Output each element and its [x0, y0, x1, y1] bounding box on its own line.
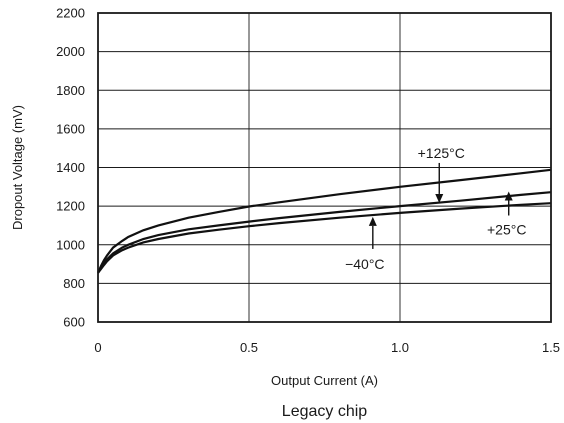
arrow-minus40c-head — [368, 216, 377, 226]
grid-layer — [98, 13, 551, 322]
label-25c: +25°C — [487, 222, 526, 238]
series-line — [97, 191, 552, 274]
curve-layer — [96, 168, 552, 274]
y-tick-label: 800 — [63, 276, 85, 291]
y-tick-label: 1000 — [56, 237, 85, 252]
series-line — [96, 168, 552, 274]
arrow-125c-head — [435, 193, 444, 203]
x-tick-label: 1.5 — [542, 340, 560, 355]
y-tick-label: 2200 — [56, 6, 85, 21]
y-tick-label: 600 — [63, 315, 85, 330]
tick-label-layer: 600 800 1000 1200 1400 1600 1800 2000 2200 0 0.5 1.… — [56, 6, 560, 356]
annotation-layer: +125°C +25°C −40°C — [345, 145, 526, 272]
chart-caption: Legacy chip — [282, 403, 367, 420]
plot-frame — [97, 12, 552, 323]
x-tick-label: 0.5 — [240, 340, 258, 355]
y-tick-label: 1800 — [56, 83, 85, 98]
y-axis-label: Dropout Voltage (mV) — [10, 105, 25, 230]
y-tick-label: 1400 — [56, 160, 85, 175]
x-tick-label: 0 — [94, 340, 101, 355]
x-axis-label: Output Current (A) — [271, 373, 378, 388]
y-tick-label: 1200 — [56, 199, 85, 214]
label-125c: +125°C — [418, 145, 465, 161]
series-line — [97, 202, 552, 274]
x-tick-label: 1.0 — [391, 340, 409, 355]
y-tick-label: 1600 — [56, 121, 85, 136]
label-minus40c: −40°C — [345, 256, 384, 272]
arrow-25c-head — [504, 191, 513, 201]
y-tick-label: 2000 — [56, 44, 85, 59]
